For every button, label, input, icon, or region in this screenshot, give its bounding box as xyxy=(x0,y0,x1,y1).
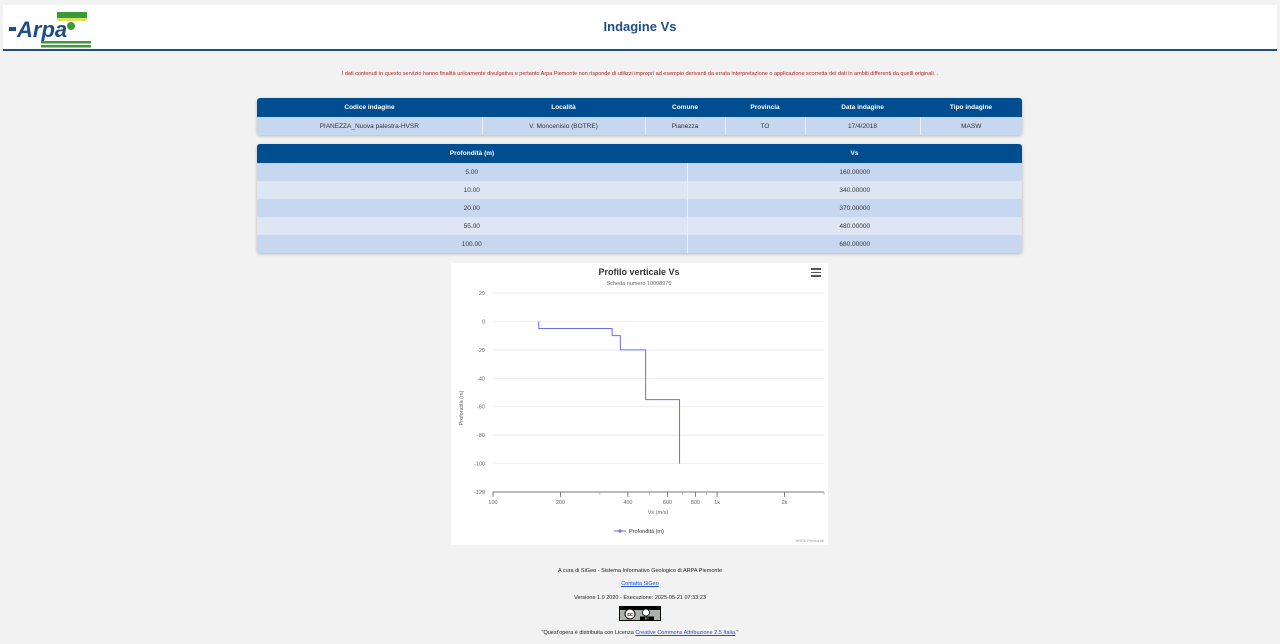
table-row: 20.00 370.00000 xyxy=(257,199,1022,217)
cell-codice: PIANEZZA_Nuova palestra-HVSR xyxy=(257,117,483,135)
table-header-row: Profondità (m) Vs xyxy=(257,144,1022,163)
footer-license: "Quest'opera è distribuita con Licenza C… xyxy=(0,630,1280,636)
y-tick-label: 20 xyxy=(479,291,485,297)
y-axis-title: Profondità (m) xyxy=(459,390,465,425)
x-tick-label: 600 xyxy=(663,500,672,506)
chart-svg: Profilo verticale Vs Scheda numero 10008… xyxy=(459,267,825,543)
x-tick-label: 100 xyxy=(488,500,497,506)
y-tick-label: -20 xyxy=(477,348,485,354)
cell-comune: Pianezza xyxy=(645,117,726,135)
cell-vs: 370.00000 xyxy=(687,199,1022,217)
x-tick-label: 400 xyxy=(623,500,632,506)
cell-vs: 680.00000 xyxy=(687,235,1022,253)
chart-legend[interactable]: Profondità (m) xyxy=(614,529,664,535)
column-header-vs[interactable]: Vs xyxy=(687,144,1022,163)
cell-depth: 100.00 xyxy=(257,235,688,253)
vs-values-table: Profondità (m) Vs 5.00 160.00000 10.00 3… xyxy=(257,144,1022,253)
table-row: PIANEZZA_Nuova palestra-HVSR V. Moncenis… xyxy=(257,117,1022,135)
survey-info-table: Codice indagine Località Comune Provinci… xyxy=(257,98,1022,135)
svg-text:cc: cc xyxy=(627,612,633,618)
x-axis-title: Vs (m/s) xyxy=(648,510,669,516)
license-link[interactable]: Creative Commons Attribuzione 2.5 Italia xyxy=(635,630,735,636)
column-header-data[interactable]: Data indagine xyxy=(805,98,920,117)
cell-provincia: TO xyxy=(725,117,806,135)
y-tick-label: -40 xyxy=(477,376,485,382)
table-row: 10.00 340.00000 xyxy=(257,181,1022,199)
series-line-profondita xyxy=(538,321,681,464)
column-header-provincia[interactable]: Provincia xyxy=(725,98,805,117)
cc-badge-text: BY xyxy=(645,617,649,621)
cell-depth: 20.00 xyxy=(257,199,688,217)
x-tick-label: 800 xyxy=(691,500,700,506)
x-tick-label: 2k xyxy=(782,500,788,506)
cell-vs: 340.00000 xyxy=(687,181,1022,199)
footer-contact: Contatta SiGeo xyxy=(0,581,1280,587)
page-header: Arpa Indagine Vs xyxy=(3,5,1277,51)
chart-title: Profilo verticale Vs xyxy=(598,267,679,277)
y-tick-label: -80 xyxy=(477,433,485,439)
cell-vs: 160.00000 xyxy=(687,163,1022,181)
legend-point-marker xyxy=(618,529,622,533)
column-header-codice[interactable]: Codice indagine xyxy=(257,98,482,117)
arpa-logo[interactable]: Arpa xyxy=(9,11,93,49)
cell-depth: 5.00 xyxy=(257,163,688,181)
column-header-comune[interactable]: Comune xyxy=(645,98,725,117)
column-header-profondita[interactable]: Profondità (m) xyxy=(257,144,687,163)
license-prefix: "Quest'opera è distribuita con Licenza xyxy=(541,630,636,636)
vs-profile-chart: Profilo verticale Vs Scheda numero 10008… xyxy=(451,263,828,545)
page-title: Indagine Vs xyxy=(603,19,677,34)
table-row: 100.00 680.00000 xyxy=(257,235,1022,253)
table-row: 55.00 480.00000 xyxy=(257,217,1022,235)
table-header-row: Codice indagine Località Comune Provinci… xyxy=(257,98,1022,117)
y-tick-label: -120 xyxy=(474,490,485,496)
cell-localita: V. Moncenisio (BOTRE) xyxy=(482,117,646,135)
column-header-tipo[interactable]: Tipo indagine xyxy=(920,98,1022,117)
column-header-localita[interactable]: Località xyxy=(482,98,645,117)
legend-label: Profondità (m) xyxy=(629,529,664,535)
cell-tipo: MASW xyxy=(920,117,1022,135)
x-tick-label: 200 xyxy=(556,500,565,506)
y-tick-label: -100 xyxy=(474,462,485,468)
logo-text: Arpa xyxy=(16,17,67,42)
y-tick-label: -60 xyxy=(477,405,485,411)
y-tick-label: 0 xyxy=(482,319,485,325)
creative-commons-badge[interactable]: cc BY xyxy=(619,606,661,621)
footer-credit: A cura di SiGeo - Sistema Informativo Ge… xyxy=(557,568,723,574)
cell-depth: 55.00 xyxy=(257,217,688,235)
table-row: 5.00 160.00000 xyxy=(257,163,1022,181)
chart-subtitle: Scheda numero 10008975 xyxy=(607,281,672,287)
cell-vs: 480.00000 xyxy=(687,217,1022,235)
license-suffix: ." xyxy=(735,630,739,636)
chart-credits: ARPA Piemonte xyxy=(796,538,825,543)
cell-depth: 10.00 xyxy=(257,181,688,199)
disclaimer-text: I dati contenuti in questo servizio hann… xyxy=(341,71,939,77)
footer-version: Versione 1.0 2020 - Esecuzione: 2025-05-… xyxy=(574,595,706,601)
contact-sigeo-link[interactable]: Contatta SiGeo xyxy=(621,581,659,587)
cell-data: 17/4/2018 xyxy=(805,117,921,135)
x-tick-label: 1k xyxy=(714,500,720,506)
chart-menu-button[interactable] xyxy=(811,268,821,277)
